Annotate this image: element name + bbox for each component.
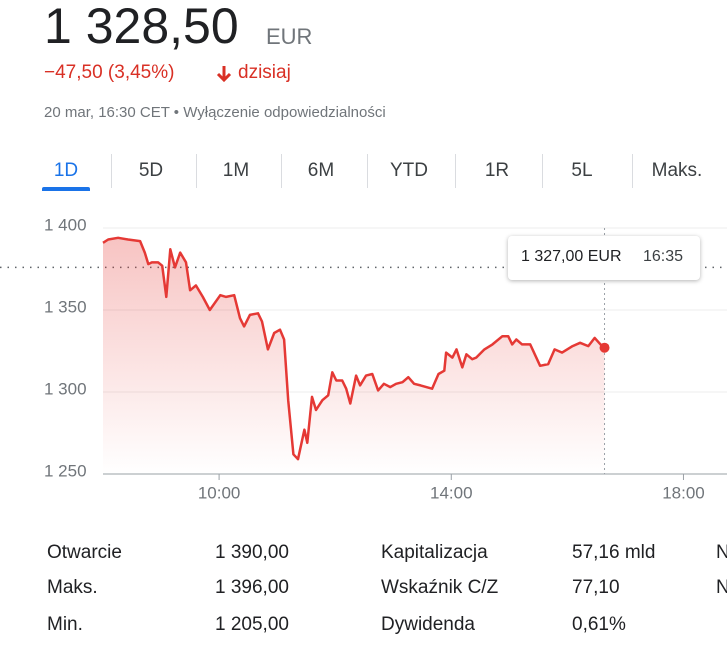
tab-separator — [631, 154, 633, 188]
range-tab[interactable]: 1R — [484, 160, 510, 181]
stat-label: Wskaźnik C/Z — [381, 577, 499, 598]
stat-value: 1 396,00 — [215, 577, 289, 598]
tooltip-time: 16:35 — [643, 248, 684, 265]
range-tab[interactable]: 1D — [53, 160, 79, 181]
stat-label: Kapitalizacja — [381, 542, 488, 563]
timestamp-line: 20 mar, 16:30 CET • Wyłączenie odpowiedz… — [44, 104, 386, 121]
timestamp: 20 mar, 16:30 CET — [44, 104, 170, 121]
disclaimer-link[interactable]: Wyłączenie odpowiedzialności — [183, 104, 386, 121]
selected-indicator — [42, 187, 90, 191]
last-point — [599, 342, 610, 353]
tooltip-price: 1 327,00 EUR — [521, 248, 622, 265]
range-tab[interactable]: 5D — [138, 160, 164, 181]
y-tick-label: 1 300 — [44, 379, 87, 398]
range-tab[interactable]: 5L — [571, 160, 593, 181]
stat-value: 0,61% — [572, 614, 626, 635]
stat-label: N — [716, 577, 727, 598]
currency: EUR — [266, 24, 313, 49]
tab-separator — [110, 154, 112, 188]
stat-value: 1 205,00 — [215, 614, 289, 635]
change-period: dzisiaj — [238, 62, 291, 83]
stats-table: Otwarcie 1 390,00 Kapitalizacja 57,16 mld N M… — [0, 540, 727, 650]
y-tick-label: 1 350 — [44, 297, 87, 316]
x-tick-label: 14:00 — [430, 483, 473, 502]
tab-separator — [367, 154, 368, 188]
stat-label: Maks. — [47, 577, 98, 598]
stat-label: Otwarcie — [47, 542, 122, 563]
range-tab[interactable]: 6M — [307, 160, 335, 181]
stat-value: 57,16 mld — [572, 542, 656, 563]
range-tab[interactable]: 1M — [222, 160, 250, 181]
tooltip: 1 327,00 EUR 16:35 — [508, 236, 700, 280]
down-arrow-icon — [216, 66, 232, 83]
price: 1 328,50 — [44, 0, 239, 54]
price-line — [102, 236, 606, 461]
stat-label: N — [716, 542, 727, 563]
tab-separator — [455, 154, 456, 188]
tab-separator — [280, 154, 282, 188]
tab-separator — [541, 154, 543, 188]
range-tabs: 1D 5D 1M 6M YTD 1R 5L Maks. — [0, 150, 727, 194]
stat-value: 1 390,00 — [215, 542, 289, 563]
stat-value: 77,10 — [572, 577, 620, 598]
x-tick-label: 18:00 — [662, 483, 705, 502]
range-tab[interactable]: Maks. — [651, 160, 703, 181]
stat-label: Dywidenda — [381, 614, 475, 635]
stat-label: Min. — [47, 614, 83, 635]
x-tick-label: 10:00 — [198, 483, 241, 502]
y-tick-label: 1 400 — [44, 215, 87, 234]
chart: 1 250 1 300 1 350 1 400 10:00 14:00 18:00 — [0, 215, 727, 502]
range-tab[interactable]: YTD — [390, 160, 428, 181]
y-tick-label: 1 250 — [44, 461, 87, 480]
tab-separator — [195, 154, 197, 188]
price-change: −47,50 (3,45%) — [44, 62, 175, 83]
